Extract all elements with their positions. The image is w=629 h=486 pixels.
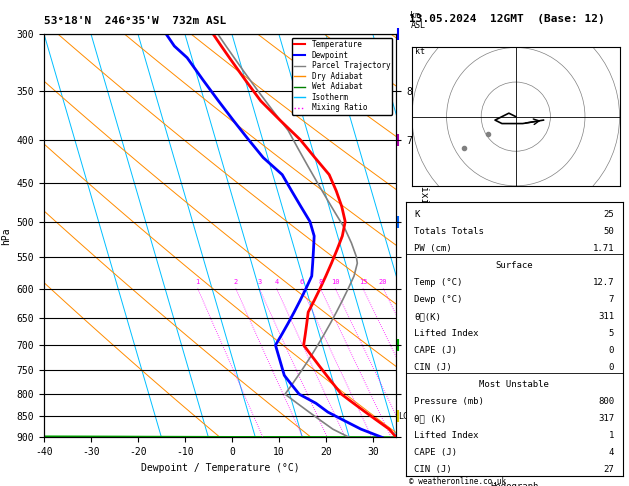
Text: Surface: Surface — [496, 261, 533, 270]
Text: kt: kt — [415, 47, 425, 56]
Text: 2: 2 — [233, 279, 238, 285]
Text: 25: 25 — [603, 210, 614, 219]
Text: Totals Totals: Totals Totals — [415, 227, 484, 236]
Text: 13.05.2024  12GMT  (Base: 12): 13.05.2024 12GMT (Base: 12) — [409, 14, 604, 24]
Text: 4: 4 — [274, 279, 279, 285]
Text: 20: 20 — [379, 279, 387, 285]
Y-axis label: hPa: hPa — [1, 227, 11, 244]
Text: CIN (J): CIN (J) — [415, 363, 452, 372]
Text: 5: 5 — [609, 329, 614, 338]
Text: © weatheronline.co.uk: © weatheronline.co.uk — [409, 477, 506, 486]
Y-axis label: Mixing Ratio (g/kg): Mixing Ratio (g/kg) — [418, 180, 428, 292]
Text: 317: 317 — [598, 414, 614, 423]
Text: CIN (J): CIN (J) — [415, 465, 452, 474]
Text: θᴇ (K): θᴇ (K) — [415, 414, 447, 423]
Text: 15: 15 — [359, 279, 367, 285]
Legend: Temperature, Dewpoint, Parcel Trajectory, Dry Adiabat, Wet Adiabat, Isotherm, Mi: Temperature, Dewpoint, Parcel Trajectory… — [292, 38, 392, 115]
Text: Pressure (mb): Pressure (mb) — [415, 397, 484, 406]
Text: 0: 0 — [609, 363, 614, 372]
Text: CAPE (J): CAPE (J) — [415, 448, 457, 457]
Text: LCL: LCL — [398, 412, 413, 421]
Text: 10: 10 — [331, 279, 340, 285]
Text: Lifted Index: Lifted Index — [415, 431, 479, 440]
Text: 8: 8 — [318, 279, 323, 285]
Text: 7: 7 — [609, 295, 614, 304]
Text: 1: 1 — [196, 279, 200, 285]
Text: CAPE (J): CAPE (J) — [415, 346, 457, 355]
Text: 800: 800 — [598, 397, 614, 406]
Text: 6: 6 — [299, 279, 304, 285]
Text: Dewp (°C): Dewp (°C) — [415, 295, 463, 304]
Text: PW (cm): PW (cm) — [415, 244, 452, 253]
Text: km
ASL: km ASL — [410, 11, 425, 30]
Text: 4: 4 — [609, 448, 614, 457]
Text: 1.71: 1.71 — [593, 244, 614, 253]
Text: 311: 311 — [598, 312, 614, 321]
Text: 1: 1 — [609, 431, 614, 440]
Text: Temp (°C): Temp (°C) — [415, 278, 463, 287]
Text: 53°18'N  246°35'W  732m ASL: 53°18'N 246°35'W 732m ASL — [44, 17, 226, 26]
Text: Most Unstable: Most Unstable — [479, 380, 549, 389]
Text: θᴇ(K): θᴇ(K) — [415, 312, 442, 321]
Text: Lifted Index: Lifted Index — [415, 329, 479, 338]
Text: 0: 0 — [609, 346, 614, 355]
Text: 50: 50 — [603, 227, 614, 236]
Text: K: K — [415, 210, 420, 219]
Text: Hodograph: Hodograph — [490, 482, 538, 486]
X-axis label: Dewpoint / Temperature (°C): Dewpoint / Temperature (°C) — [141, 463, 299, 473]
Text: 3: 3 — [257, 279, 262, 285]
Text: 27: 27 — [603, 465, 614, 474]
Text: 12.7: 12.7 — [593, 278, 614, 287]
